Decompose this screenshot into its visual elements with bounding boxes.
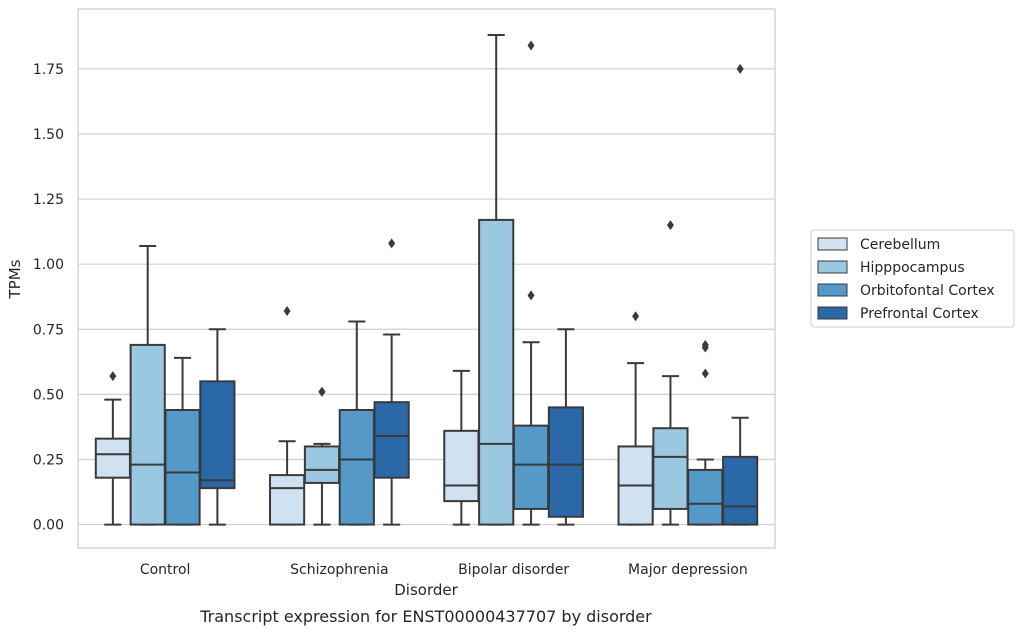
box-prefrontal-cortex-0	[199, 328, 236, 526]
box-iqr	[373, 401, 410, 479]
box-orbitofontal-cortex-3	[687, 339, 724, 526]
legend-swatch	[817, 306, 848, 320]
box-iqr	[269, 474, 306, 526]
legend-frame	[810, 229, 1015, 328]
box-iqr	[443, 429, 480, 503]
box-prefrontal-cortex-3	[722, 63, 759, 526]
outlier-point	[736, 63, 744, 74]
outlier-point	[527, 290, 535, 301]
x-tick-label: Control	[140, 562, 191, 578]
y-tick-label: 0.75	[33, 322, 64, 338]
y-tick-label: 1.75	[33, 62, 64, 78]
outlier-point	[318, 386, 326, 397]
outlier-point	[283, 306, 291, 317]
box-orbitofontal-cortex-2	[512, 40, 550, 526]
outlier-point	[527, 40, 535, 51]
x-tick-label: Schizophrenia	[290, 562, 388, 578]
outlier-point	[632, 311, 640, 322]
x-tick-labels: Control Schizophrenia Bipolar disorder Majo…	[140, 562, 748, 578]
box-iqr	[547, 406, 584, 518]
y-tick-label: 0.50	[33, 387, 64, 403]
box-iqr	[303, 445, 341, 484]
y-tick-label: 1.25	[33, 192, 64, 208]
box-iqr	[164, 408, 201, 526]
box-orbitofontal-cortex-1	[338, 320, 375, 526]
y-tick-label: 0.25	[33, 452, 64, 468]
legend-items: Cerebellum Hipppocampus Orbitofontal Corte…	[817, 237, 995, 322]
outlier-point	[666, 220, 674, 231]
box-cerebellum-0	[94, 371, 131, 526]
outlier-point	[701, 339, 709, 350]
x-tick-label: Bipolar disorder	[458, 562, 569, 578]
legend-swatch	[817, 260, 848, 274]
box-iqr	[687, 468, 724, 526]
box-hipppocampus-2	[478, 34, 515, 526]
box-iqr	[512, 424, 550, 510]
box-cerebellum-1	[269, 306, 306, 526]
x-axis-label: Disorder	[394, 581, 458, 599]
box-cerebellum-2	[443, 369, 480, 526]
y-tick-labels: 0.00 0.25 0.50 0.75 1.00 1.25 1.50 1.75	[33, 62, 64, 534]
legend: Cerebellum Hipppocampus Orbitofontal Corte…	[810, 229, 1015, 328]
chart-caption: Transcript expression for ENST0000043770…	[199, 607, 652, 626]
box-hipppocampus-1	[303, 386, 341, 526]
box-hipppocampus-0	[129, 244, 166, 526]
plot-area-frame	[77, 8, 776, 549]
box-hipppocampus-3	[652, 220, 689, 526]
outlier-point	[701, 368, 709, 379]
y-tick-label: 0.00	[33, 518, 64, 534]
legend-label: Orbitofontal Cortex	[860, 283, 995, 299]
y-tick-label: 1.00	[33, 257, 64, 273]
box-iqr	[94, 437, 131, 479]
legend-swatch	[817, 283, 848, 297]
box-iqr	[478, 218, 515, 526]
legend-label: Cerebellum	[860, 237, 940, 253]
legend-swatch	[817, 237, 848, 251]
box-iqr	[338, 408, 375, 526]
y-axis-label: TPMs	[6, 259, 24, 299]
box-orbitofontal-cortex-0	[164, 356, 201, 526]
x-tick-label: Major depression	[628, 562, 748, 578]
y-tick-label: 1.50	[33, 127, 64, 143]
box-iqr	[199, 380, 236, 490]
box-prefrontal-cortex-2	[547, 328, 584, 526]
box-iqr	[722, 455, 759, 526]
box-cerebellum-3	[617, 311, 654, 526]
outlier-point	[388, 238, 396, 249]
outlier-point	[109, 371, 117, 382]
box-iqr	[129, 343, 166, 526]
box-iqr	[652, 427, 689, 510]
legend-label: Prefrontal Cortex	[860, 306, 979, 322]
legend-label: Hipppocampus	[860, 260, 965, 276]
box-prefrontal-cortex-1	[373, 238, 410, 526]
boxes	[94, 34, 759, 526]
